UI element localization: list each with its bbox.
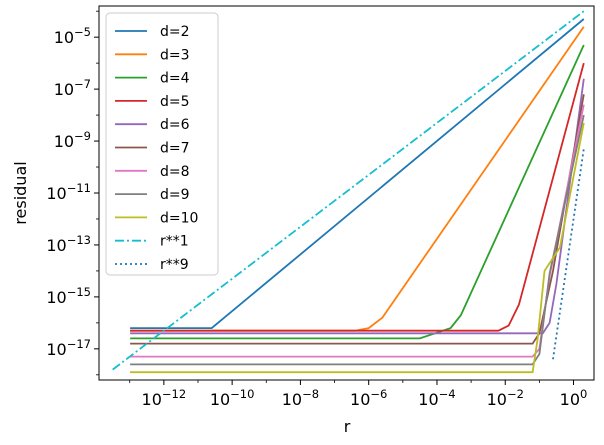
x-tick-label: 100 xyxy=(560,387,588,409)
series-line-r-9 xyxy=(552,148,585,360)
legend-label: r**9 xyxy=(160,257,189,273)
x-tick-label: 10−12 xyxy=(142,387,187,409)
y-tick-label: 10−11 xyxy=(46,181,91,203)
x-axis-label: r xyxy=(344,417,351,436)
legend-label: d=10 xyxy=(160,210,198,226)
series-line-d-4 xyxy=(130,44,585,340)
y-tick-label: 10−5 xyxy=(54,25,91,47)
x-tick-label: 10−8 xyxy=(282,387,319,409)
ticks-layer: 10−12 10−10 10−8 10−6 10−4 10−2 100 10−17 10−15 1… xyxy=(46,10,588,409)
legend-label: d=5 xyxy=(160,94,190,110)
legend-label: d=9 xyxy=(160,187,190,203)
legend-label: d=3 xyxy=(160,47,190,63)
series-layer xyxy=(112,10,585,374)
y-tick-label: 10−7 xyxy=(54,77,91,99)
x-tick-label: 10−4 xyxy=(418,387,455,409)
legend-label: d=6 xyxy=(160,117,190,133)
series-line-d-5 xyxy=(130,62,585,332)
series-line-d-2 xyxy=(130,18,585,330)
y-tick-label: 10−13 xyxy=(46,233,91,255)
series-line-d-10 xyxy=(130,122,585,374)
series-line-d-6 xyxy=(130,78,585,335)
x-tick-label: 10−6 xyxy=(350,387,387,409)
y-tick-label: 10−15 xyxy=(46,285,91,307)
x-tick-label: 10−10 xyxy=(210,387,255,409)
series-line-d-7 xyxy=(130,94,585,345)
series-line-d-9 xyxy=(130,114,585,366)
x-tick-label: 10−2 xyxy=(487,387,524,409)
legend-label: d=8 xyxy=(160,164,190,180)
legend-label: d=2 xyxy=(160,24,190,40)
legend-label: d=7 xyxy=(160,141,190,157)
legend: d=2 d=3 d=4 d=5 d=6 d=7 d=8 d=9 d=10 r**1 r**9 xyxy=(105,12,219,276)
y-tick-label: 10−17 xyxy=(46,337,91,359)
y-axis-label: residual xyxy=(11,161,30,224)
y-tick-label: 10−9 xyxy=(54,129,91,151)
series-line-r-1 xyxy=(112,10,585,371)
legend-label: r**1 xyxy=(160,234,189,250)
legend-label: d=4 xyxy=(160,71,190,87)
